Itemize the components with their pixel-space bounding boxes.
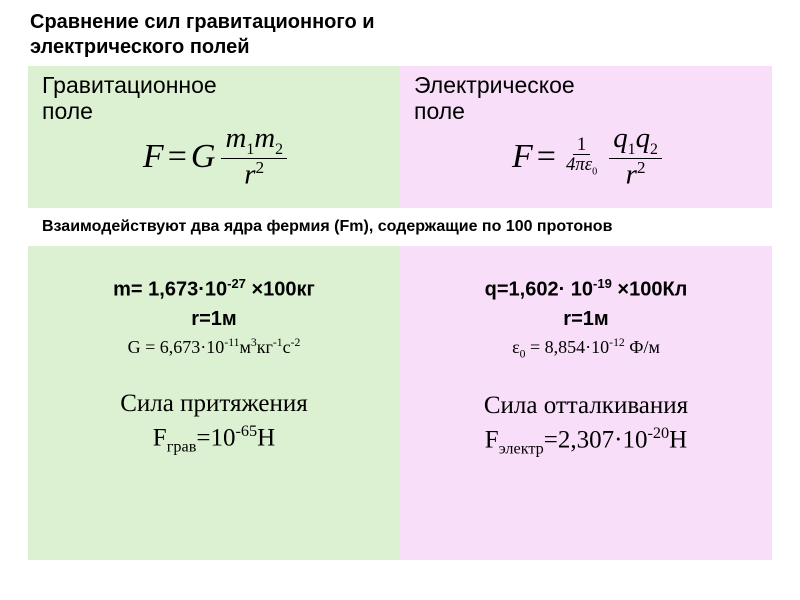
gravity-column: Гравитационное поле F = G m1m2 r2 [28,66,400,208]
G-constant: G = 6,673·10-11м3кг-1с-2 [38,334,390,361]
r-line-left: r=1м [38,304,390,334]
g-units: м3кг-1с-2 [239,337,300,357]
gravity-fraction: m1m2 r2 [221,123,287,190]
formula-row: Гравитационное поле F = G m1m2 r2 [28,66,772,208]
title-line-1: Сравнение сил гравитационного и [30,11,375,33]
physics-slide: Сравнение сил гравитационного и электрич… [0,0,800,600]
gravity-header: Гравитационное поле [42,72,390,125]
gravity-formula: F = G m1m2 r2 [42,123,390,190]
coulomb-constant: 1 4πε0 [560,135,603,179]
electric-result: Сила отталкивания Fэлектр=2,307·10-20Н [410,389,762,460]
gravity-force-value: Fграв=10-65Н [38,421,390,458]
electric-column: Электрическое поле F = 1 4πε0 [400,66,772,208]
electric-force-value: Fэлектр=2,307·10-20Н [410,423,762,460]
coulomb-fraction: q1q2 r2 [609,123,662,190]
scenario-note: Взаимодействуют два ядра фермия (Fm), со… [28,208,772,246]
mass-line: m= 1,673·10-27 ×100кг [38,274,390,305]
gravity-params: m= 1,673·10-27 ×100кг r=1м G = 6,673·10-… [28,246,400,560]
electric-params: q=1,602· 10-19 ×100Кл r=1м ε0 = 8,854·10… [400,246,772,560]
electric-header: Электрическое поле [414,72,762,125]
slide-title: Сравнение сил гравитационного и электрич… [0,0,800,66]
epsilon-constant: ε0 = 8,854·10-12 Ф/м [410,334,762,363]
parameters-row: m= 1,673·10-27 ×100кг r=1м G = 6,673·10-… [28,246,772,560]
gravity-result: Сила притяжения Fграв=10-65Н [38,387,390,458]
r-line-right: r=1м [410,304,762,334]
coulomb-formula: F = 1 4πε0 q1q2 [414,123,762,190]
title-line-2: электрического полей [30,36,249,58]
charge-line: q=1,602· 10-19 ×100Кл [410,274,762,305]
